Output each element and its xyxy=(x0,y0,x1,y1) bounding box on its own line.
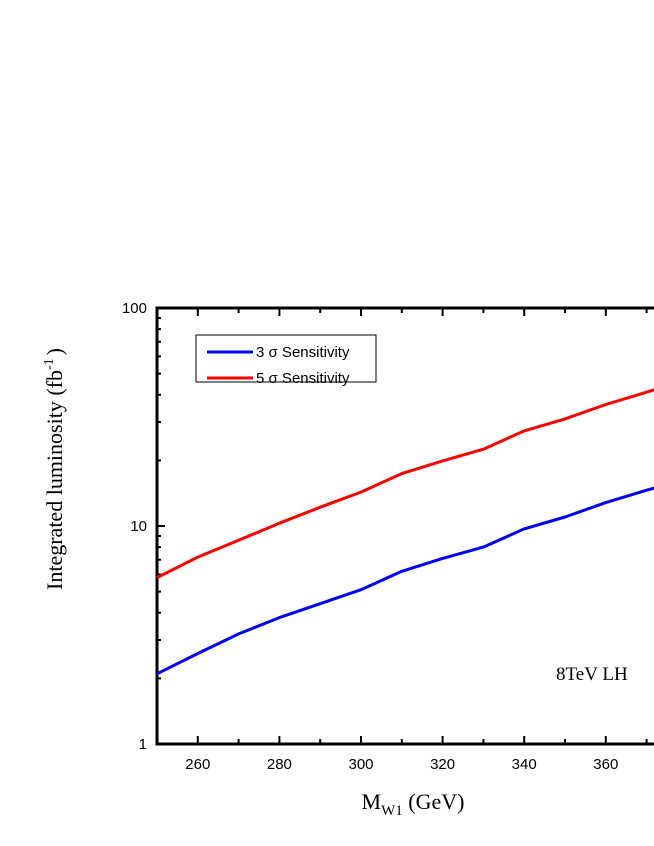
x-axis-title-sub: W1 xyxy=(381,803,403,819)
y-tick-label: 1 xyxy=(139,736,147,753)
y-tick-label: 100 xyxy=(122,300,147,317)
x-tick-labels: 260 280 300 320 340 360 xyxy=(185,756,618,773)
legend-box xyxy=(195,334,377,383)
y-tick-labels: 1 10 100 xyxy=(122,300,147,753)
legend-label-3sigma: 3 σ Sensitivity xyxy=(256,344,350,361)
y-axis-title: Integrated luminosity (fb-1) xyxy=(42,348,67,590)
series-line-5sigma xyxy=(156,388,654,579)
x-tick-label: 360 xyxy=(593,756,618,773)
x-tick-label: 300 xyxy=(348,756,373,773)
x-axis-title: MW1 (GeV) xyxy=(362,789,465,819)
y-tick-label: 10 xyxy=(130,518,147,535)
x-tick-label: 260 xyxy=(185,756,210,773)
legend-label-5sigma: 5 σ Sensitivity xyxy=(256,370,350,387)
series-line-3sigma xyxy=(156,486,654,676)
series-lines xyxy=(156,388,654,676)
y-axis-title-main: Integrated luminosity (fb xyxy=(42,370,67,590)
x-tick-label: 320 xyxy=(430,756,455,773)
x-axis-title-unit: (GeV) xyxy=(403,789,465,814)
axis-ticks xyxy=(156,308,648,745)
x-tick-label: 280 xyxy=(267,756,292,773)
y-axis-title-close: ) xyxy=(42,348,67,355)
legend: 3 σ Sensitivity 5 σ Sensitivity xyxy=(195,334,377,387)
x-tick-label: 340 xyxy=(512,756,537,773)
energy-annotation: 8TeV LH xyxy=(556,664,628,685)
y-axis-title-sup: -1 xyxy=(42,358,57,370)
x-axis-title-main: M xyxy=(362,789,382,814)
